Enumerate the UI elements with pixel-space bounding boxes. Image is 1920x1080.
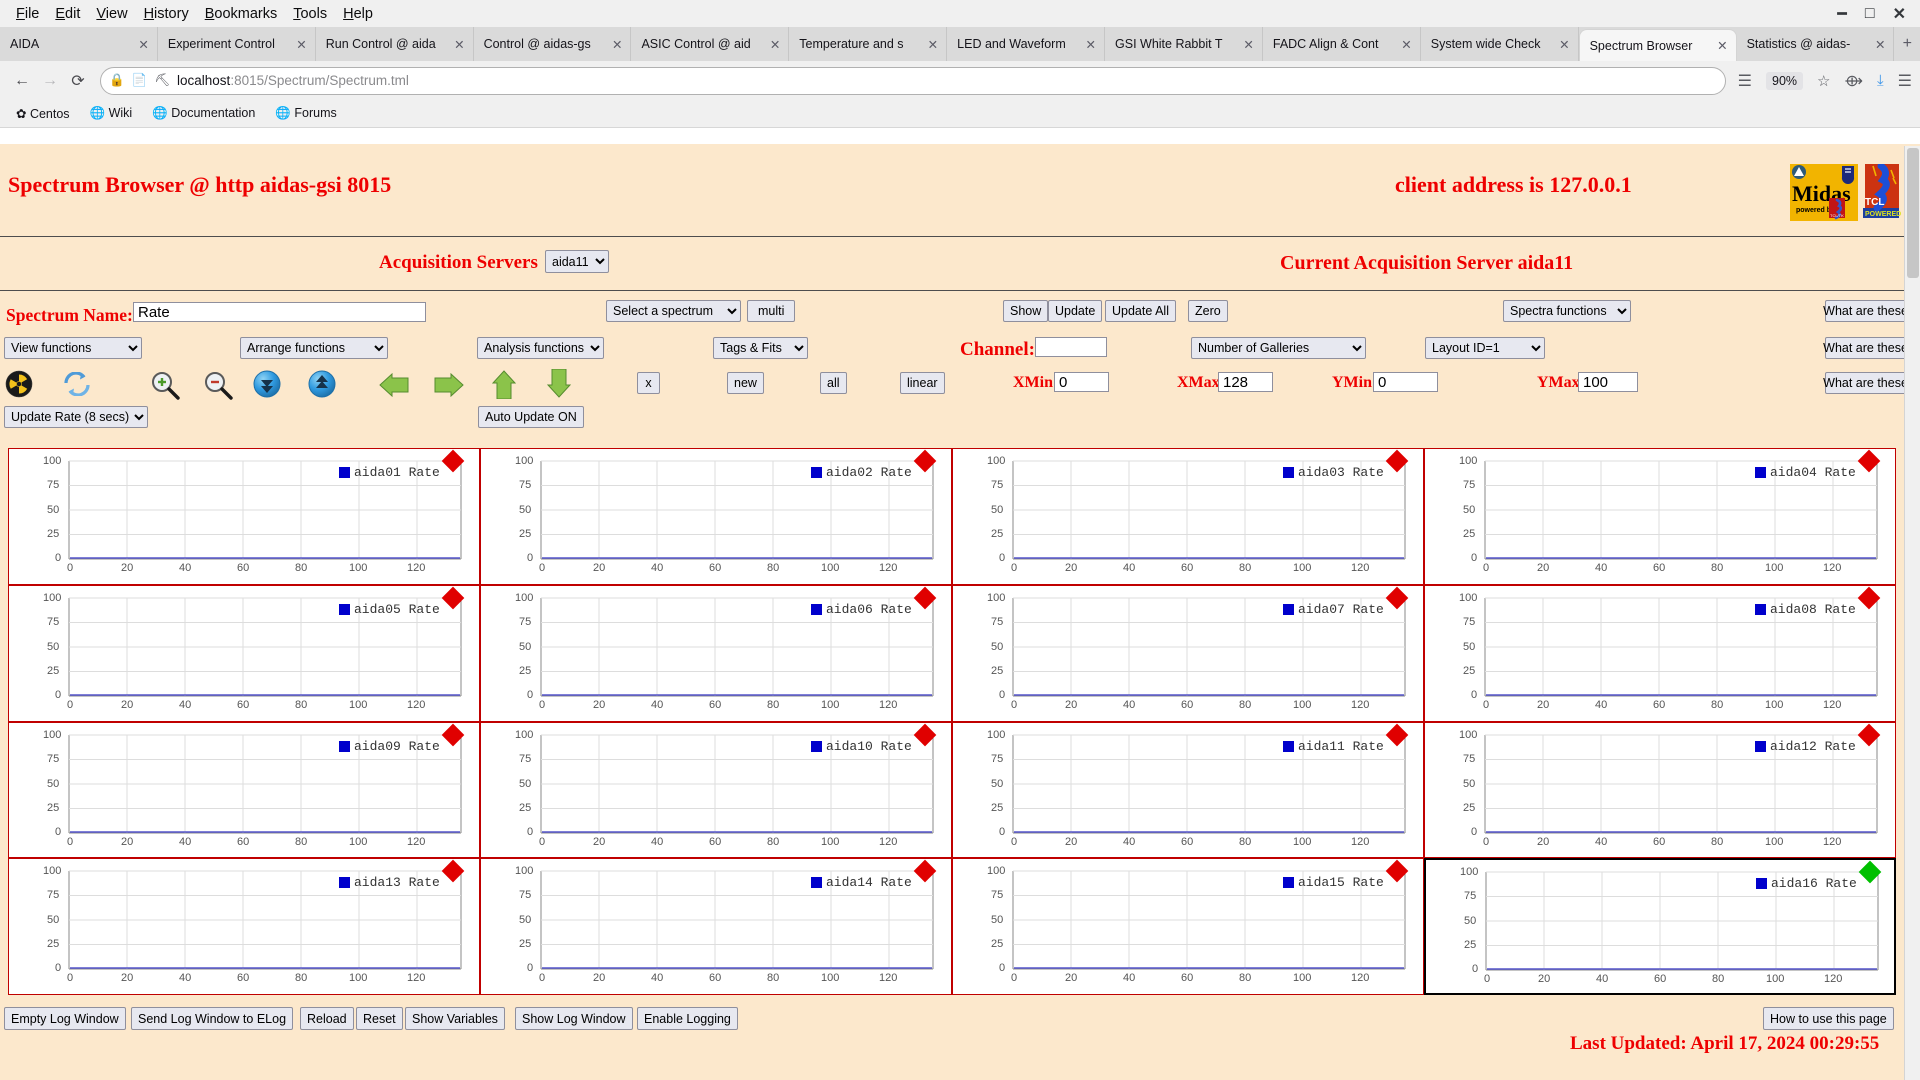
svg-text:TCL/TK: TCL/TK bbox=[1830, 213, 1844, 218]
svg-text:POWERED: POWERED bbox=[1865, 211, 1901, 218]
svg-text:TCL: TCL bbox=[1865, 197, 1884, 208]
